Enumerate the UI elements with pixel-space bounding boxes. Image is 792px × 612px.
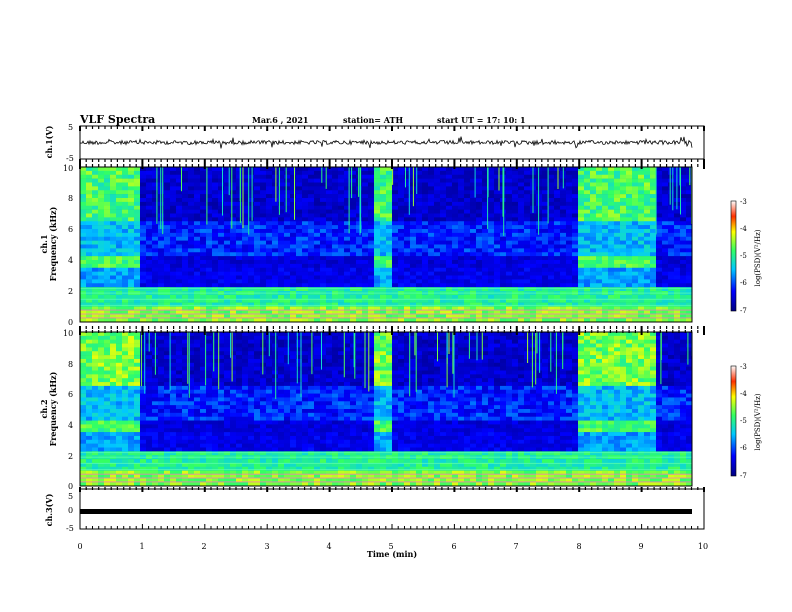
ch1-cb-tick-m6: -6 bbox=[740, 279, 747, 287]
ch2-spec-ytick-4: 4 bbox=[68, 421, 73, 430]
ch1-waveform-panel: 5 -5 ch.1(V) bbox=[44, 123, 705, 163]
ch3-ytick-mid: 0 bbox=[68, 506, 73, 515]
xtick-0: 0 bbox=[77, 542, 82, 551]
ch3-waveform-line bbox=[80, 509, 692, 514]
ch1-colorbar-label: log(PSD)(V²/Hz) bbox=[754, 229, 762, 286]
figure-title: VLF Spectra bbox=[79, 113, 155, 126]
ch1-spec-ytick-6: 6 bbox=[68, 225, 73, 234]
xtick-2: 2 bbox=[201, 542, 206, 551]
station-label: station= ATH bbox=[343, 115, 403, 125]
xtick-7: 7 bbox=[513, 542, 518, 551]
ch3-ytick-bottom: -5 bbox=[66, 524, 74, 533]
ch2-spectrogram-panel: 0 2 4 6 8 10 ch.2 Frequency (kHz) bbox=[39, 329, 693, 491]
date-label: Mar.6 , 2021 bbox=[252, 115, 309, 125]
xtick-10: 10 bbox=[698, 542, 708, 551]
ch1-ytick-bottom: -5 bbox=[66, 154, 74, 163]
ch1-spec-ylabel-line2: Frequency (kHz) bbox=[48, 206, 58, 281]
xtick-5: 5 bbox=[388, 542, 393, 551]
ch3-ylabel: ch.3(V) bbox=[44, 493, 54, 526]
time-tick-marks bbox=[79, 126, 705, 529]
x-axis-label: Time (min) bbox=[367, 549, 417, 559]
ch1-cb-tick-m7: -7 bbox=[740, 307, 747, 315]
ch1-spec-ytick-4: 4 bbox=[68, 256, 73, 265]
ch2-spec-ylabel-line1: ch.2 bbox=[39, 399, 49, 418]
ch2-cb-tick-m4: -4 bbox=[740, 390, 747, 398]
ch1-ylabel: ch.1(V) bbox=[44, 125, 54, 158]
ch1-spec-ytick-0: 0 bbox=[68, 318, 73, 327]
ch2-colorbar: -3 -4 -5 -6 -7 log(PSD)(V²/Hz) bbox=[730, 363, 762, 480]
ch2-spec-ytick-0: 0 bbox=[68, 482, 73, 491]
ch1-waveform-line bbox=[79, 136, 693, 149]
ch1-spec-ytick-2: 2 bbox=[68, 287, 73, 296]
xtick-3: 3 bbox=[264, 542, 269, 551]
ch2-cb-tick-m7: -7 bbox=[740, 472, 747, 480]
ch1-colorbar: -3 -4 -5 -6 -7 log(PSD)(V²/Hz) bbox=[730, 198, 762, 315]
ch1-cb-tick-m5: -5 bbox=[740, 252, 747, 260]
ch2-spec-ytick-6: 6 bbox=[68, 390, 73, 399]
ch1-cb-tick-m4: -4 bbox=[740, 225, 747, 233]
ch2-cb-tick-m5: -5 bbox=[740, 417, 747, 425]
ch1-ytick-top: 5 bbox=[68, 123, 73, 132]
ch1-spec-ytick-10: 10 bbox=[63, 164, 73, 173]
ch2-colorbar-label: log(PSD)(V²/Hz) bbox=[754, 393, 762, 450]
ch3-ytick-top: 5 bbox=[68, 492, 73, 501]
ch2-cb-tick-m6: -6 bbox=[740, 444, 747, 452]
start-time-label: start UT = 17: 10: 1 bbox=[437, 115, 526, 125]
xtick-6: 6 bbox=[451, 542, 456, 551]
ch2-spec-ytick-2: 2 bbox=[68, 452, 73, 461]
ch2-spec-ytick-8: 8 bbox=[68, 360, 73, 369]
ch1-cb-tick-m3: -3 bbox=[740, 198, 747, 206]
x-tick-labels: 0 1 2 3 4 5 6 7 8 9 10 bbox=[77, 542, 708, 551]
ch1-spec-ylabel-line1: ch.1 bbox=[39, 234, 49, 253]
ch1-spectrogram-image bbox=[80, 167, 693, 323]
xtick-9: 9 bbox=[638, 542, 643, 551]
xtick-4: 4 bbox=[326, 542, 331, 551]
ch2-spec-ylabel-line2: Frequency (kHz) bbox=[48, 371, 58, 446]
ch1-spectrogram-panel: 0 2 4 6 8 10 ch.1 Frequency (kHz) bbox=[39, 164, 693, 327]
ch2-colorbar-gradient bbox=[730, 365, 737, 477]
ch1-spec-ytick-8: 8 bbox=[68, 194, 73, 203]
ch2-cb-tick-m3: -3 bbox=[740, 363, 747, 371]
ch2-spec-ytick-10: 10 bbox=[63, 329, 73, 338]
ch1-colorbar-gradient bbox=[730, 200, 737, 312]
xtick-8: 8 bbox=[576, 542, 581, 551]
ch2-spectrogram-image bbox=[80, 332, 693, 487]
xtick-1: 1 bbox=[139, 542, 144, 551]
ch3-waveform-panel: 5 0 -5 ch.3(V) bbox=[44, 488, 705, 533]
